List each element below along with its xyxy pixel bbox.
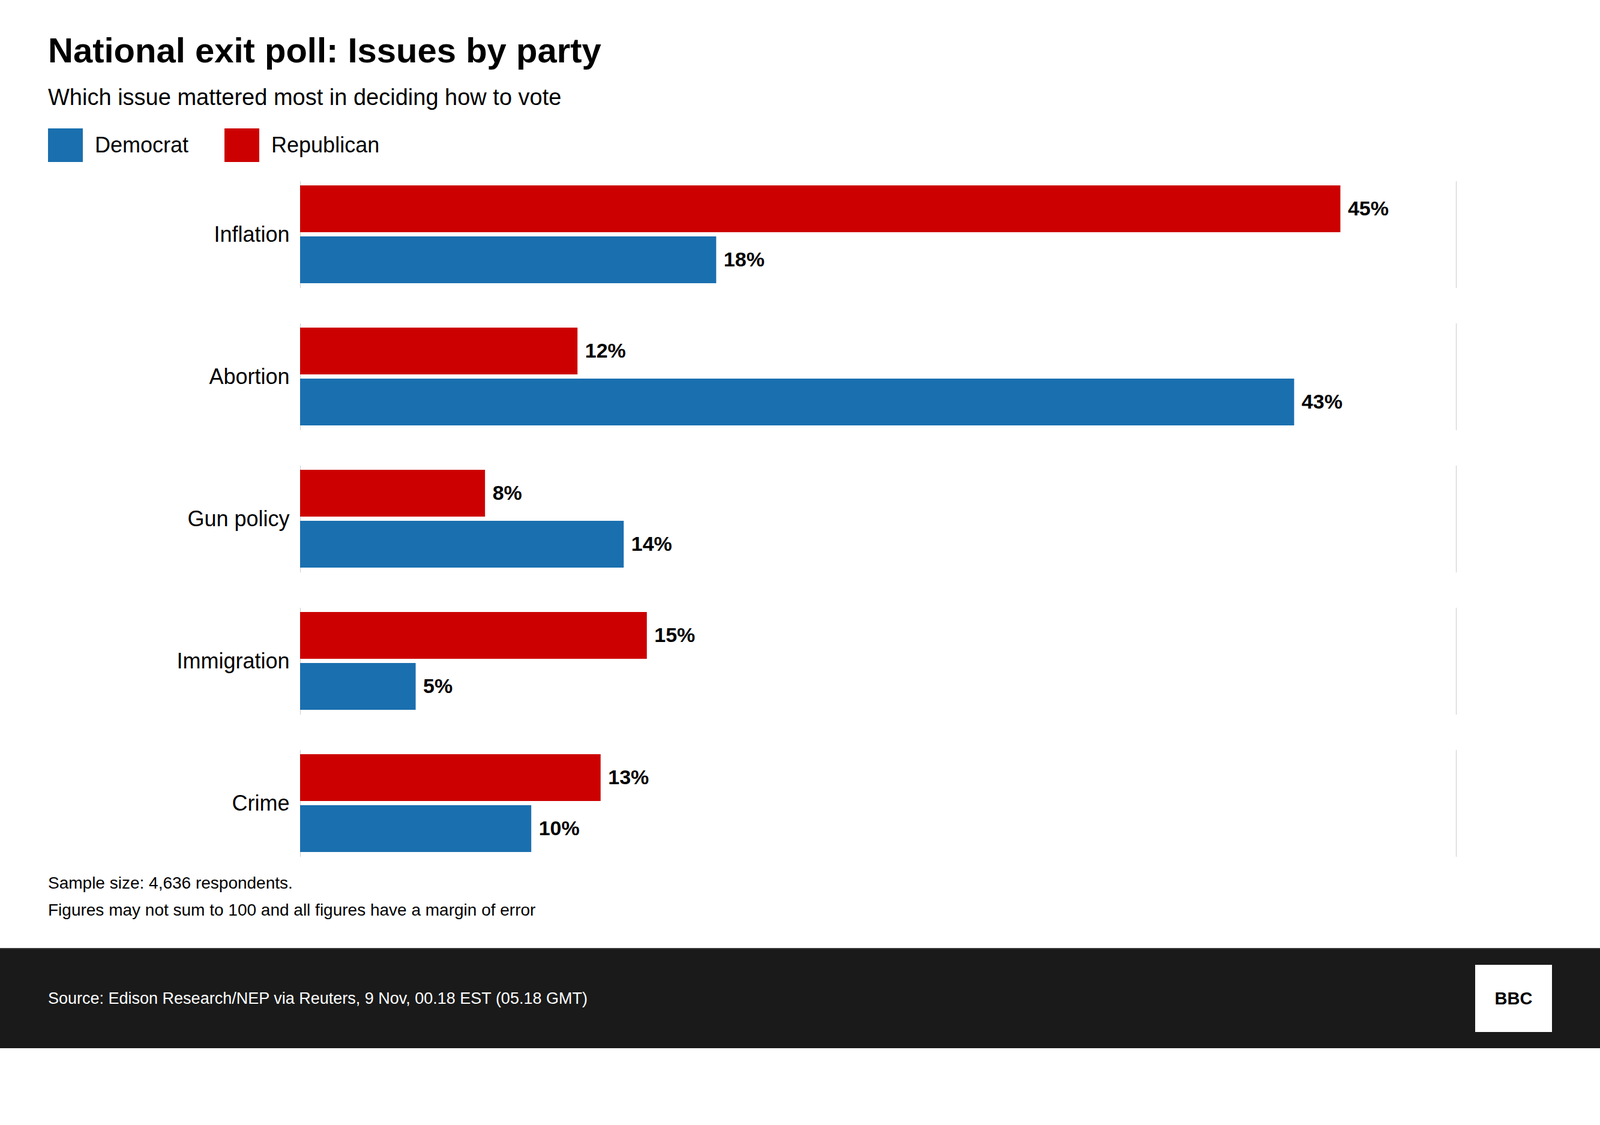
html-text:Democrat: Democrat	[94, 132, 189, 158]
html-text:National exit poll: Issues by: National exit poll: Issues by party	[48, 30, 602, 70]
html-text:Sample size: 4,636 respondents: Sample size: 4,636 respondents.	[48, 873, 293, 893]
html-text:Figures may not sum to 100 and: Figures may not sum to 100 and all figur…	[48, 900, 536, 920]
svg-text:12%: 12%	[585, 339, 626, 362]
svg-text:10%: 10%	[538, 816, 580, 840]
svg-text:13%: 13%	[607, 765, 649, 789]
svg-text:Inflation: Inflation	[213, 222, 290, 247]
svg-text:Crime: Crime	[232, 790, 290, 816]
svg-text:18%: 18%	[723, 247, 765, 271]
html-text:Republican: Republican	[271, 132, 380, 158]
svg-text:45%: 45%	[1347, 196, 1389, 220]
svg-text:15%: 15%	[654, 623, 695, 647]
svg-text:Abortion: Abortion	[208, 364, 290, 389]
svg-text:14%: 14%	[631, 532, 673, 556]
svg-text:5%: 5%	[423, 674, 453, 698]
html-text:Which issue mattered most in d: Which issue mattered most in deciding ho…	[48, 84, 562, 110]
html-text:BBC: BBC	[1494, 988, 1533, 1009]
svg-text:Gun policy: Gun policy	[187, 506, 290, 532]
svg-text:43%: 43%	[1301, 390, 1343, 413]
html-text:Source: Edison Research/NEP vi: Source: Edison Research/NEP via Reuters,…	[48, 989, 588, 1008]
svg-text:Immigration: Immigration	[176, 648, 290, 674]
svg-text:8%: 8%	[492, 481, 523, 505]
